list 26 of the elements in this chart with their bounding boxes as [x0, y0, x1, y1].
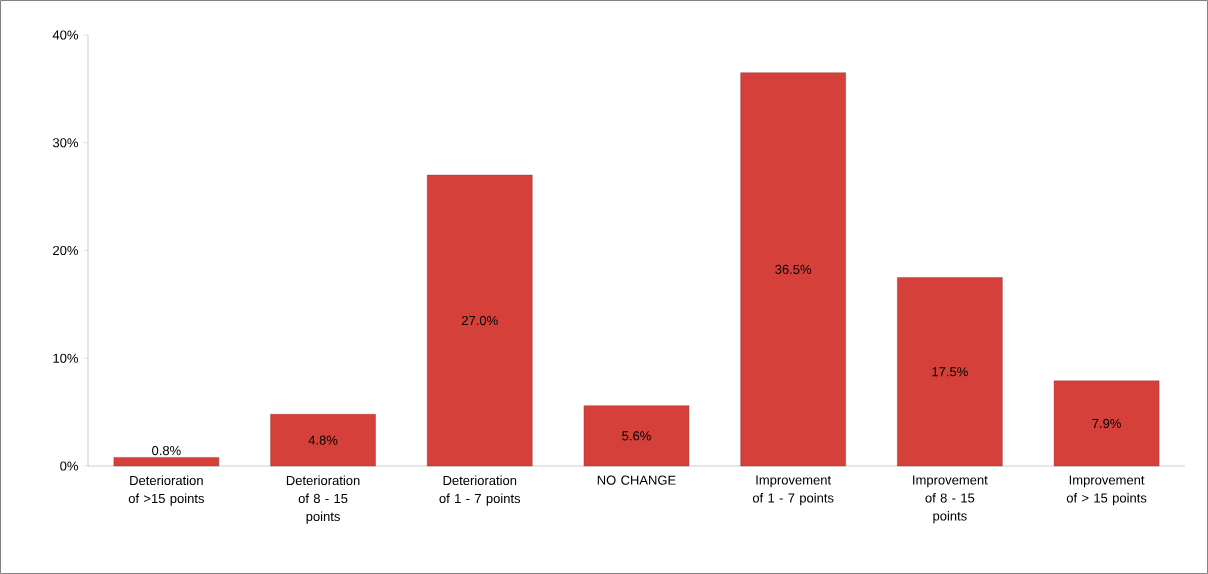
x-tick-label: Improvement of 1 - 7 points — [752, 475, 834, 506]
bar — [270, 414, 376, 467]
x-tick-label: NO CHANGE — [597, 475, 676, 485]
data-label: 7.9% — [1092, 418, 1121, 429]
y-tick-label: 10% — [53, 353, 78, 363]
y-tick-label: 20% — [53, 245, 78, 256]
x-tick-label: Improvement of 8 - 15 points — [913, 475, 988, 524]
y-tick-label: 40% — [52, 30, 78, 40]
x-tick-label: Deterioration of 8 - 15 points — [286, 475, 360, 524]
data-label: 27.0% — [461, 315, 498, 326]
bar — [427, 174, 533, 467]
data-label: 5.6% — [622, 431, 651, 441]
bar — [113, 457, 220, 467]
y-tick-label: 30% — [52, 138, 78, 148]
x-tick-label: Deterioration of >15 points — [128, 475, 204, 506]
data-label: 0.8% — [152, 445, 181, 456]
data-label: 36.5% — [775, 264, 812, 274]
bar — [740, 72, 846, 467]
data-label: 4.8% — [308, 435, 338, 445]
y-tick-label: 0% — [60, 461, 78, 471]
bar — [897, 277, 1003, 467]
x-tick-label: Deterioration of 1 - 7 points — [439, 475, 521, 506]
x-tick-label: Improvement of > 15 points — [1066, 475, 1147, 506]
bar — [1053, 380, 1160, 467]
bar — [583, 405, 690, 467]
data-label: 17.5% — [932, 367, 968, 377]
